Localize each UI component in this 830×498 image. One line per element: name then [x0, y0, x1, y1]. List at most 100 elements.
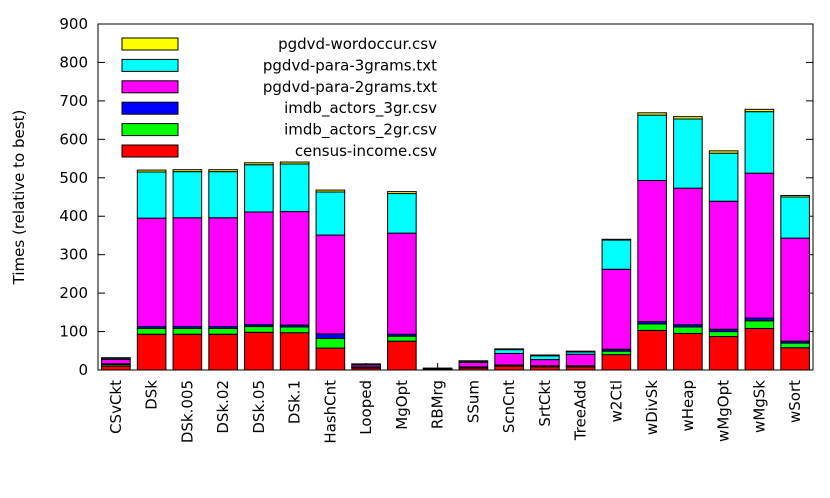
bar-segment: [244, 326, 274, 333]
bar-segment: [673, 116, 703, 120]
bar-segment: [744, 320, 775, 329]
bar-segment: [780, 342, 810, 349]
bar-segment: [244, 331, 274, 371]
legend-label: pgdvd-para-3grams.txt: [263, 56, 437, 74]
bar-segment: [744, 111, 775, 174]
bar-segment: [387, 232, 417, 335]
x-tick-label: DSk.05: [250, 380, 268, 434]
x-tick-label: SSum: [464, 380, 482, 423]
bar-segment: [780, 347, 810, 371]
bar-segment: [565, 350, 596, 353]
bar-segment: [673, 187, 703, 326]
bar-segment: [315, 189, 346, 193]
bar-segment: [601, 239, 632, 270]
x-tick-label: MgOpt: [393, 380, 411, 430]
bar-segment: [101, 365, 131, 371]
bar-segment: [279, 332, 310, 371]
x-tick-label: wDivSk: [643, 380, 661, 435]
y-tick-label: 500: [59, 169, 88, 187]
bar-segment: [744, 108, 775, 113]
bar-segment: [387, 191, 417, 195]
bar-segment: [315, 234, 346, 335]
legend-swatch: [121, 58, 179, 72]
x-tick-label: Looped: [357, 380, 375, 435]
legend-label: imdb_actors_3gr.csv: [284, 99, 437, 118]
bar-segment: [708, 331, 739, 338]
x-tick-label: wHeap: [679, 380, 697, 432]
x-tick-label: HashCnt: [321, 380, 339, 444]
bar-segment: [172, 333, 203, 371]
y-tick-label: 100: [59, 323, 88, 341]
x-tick-label: DSk.005: [178, 380, 196, 443]
bar-segment: [279, 326, 310, 334]
x-tick-label: SrtCkt: [536, 380, 554, 427]
bar-segment: [279, 163, 310, 213]
legend-swatch: [121, 144, 179, 158]
x-tick-label: wMgSk: [750, 380, 768, 433]
x-tick-label: wMgOpt: [715, 380, 733, 442]
x-tick-label: DSk.1: [286, 380, 304, 424]
x-tick-label: DSk: [143, 380, 161, 410]
x-tick-label: TreeAdd: [572, 380, 590, 441]
plot-frame: [97, 23, 814, 371]
bar-segment: [637, 179, 667, 323]
bar-segment: [708, 336, 739, 371]
y-tick-label: 900: [59, 15, 88, 33]
bar-segment: [279, 161, 310, 165]
y-tick-label: 800: [59, 53, 88, 71]
bar-segment: [494, 352, 524, 366]
bar-segment: [565, 353, 596, 367]
bar-segment: [136, 333, 167, 371]
bar-segment: [530, 355, 560, 361]
bar-segment: [708, 200, 739, 330]
bar-segment: [315, 337, 346, 349]
bar-segment: [208, 333, 238, 371]
x-tick-label: DSk.02: [214, 380, 232, 434]
legend-swatch: [121, 80, 179, 94]
bar-segment: [780, 196, 810, 239]
x-tick-label: RBMrg: [429, 380, 447, 429]
legend-label: census-income.csv: [295, 142, 437, 160]
bar-segment: [744, 172, 775, 319]
bar-segment: [279, 211, 310, 326]
bar-segment: [744, 327, 775, 371]
bar-segment: [172, 169, 203, 173]
bar-segment: [136, 171, 167, 219]
y-axis-title: Times (relative to best): [10, 110, 28, 286]
legend-label: imdb_actors_2gr.csv: [284, 121, 437, 140]
legend: pgdvd-wordoccur.csv pgdvd-para-3grams.txt…: [121, 35, 437, 160]
bar-segment: [387, 335, 417, 342]
legend-swatch: [121, 101, 179, 115]
x-tick-label: wSort: [786, 380, 804, 423]
bar-segment: [244, 211, 274, 326]
bar-segment: [208, 217, 238, 328]
bar-segment: [136, 217, 167, 328]
bar-segment: [172, 327, 203, 335]
bar-segment: [136, 327, 167, 335]
bar-segment: [208, 169, 238, 173]
bar-segment: [673, 332, 703, 371]
bars: [101, 108, 810, 371]
x-tick-labels: CSvCkt DSk DSk.005 DSk.02 DSk.05 DSk.1 HashCnt…: [107, 380, 804, 444]
y-tick-label: 600: [59, 130, 88, 148]
bar-segment: [637, 114, 667, 181]
x-tick-label: CSvCkt: [107, 380, 125, 434]
x-tick-label: w2Ctl: [607, 380, 625, 422]
bar-segment: [172, 171, 203, 219]
bar-segment: [387, 340, 417, 371]
bar-segment: [136, 169, 167, 173]
bar-segment: [494, 365, 524, 371]
bar-segment: [315, 347, 346, 371]
y-tick-label: 200: [59, 284, 88, 302]
bar-segment: [244, 162, 274, 166]
bar-segment: [637, 329, 667, 371]
y-tick-label: 700: [59, 92, 88, 110]
bar-segment: [172, 217, 203, 328]
legend-label: pgdvd-wordoccur.csv: [278, 35, 437, 53]
bar-segment: [101, 358, 131, 365]
legend-swatch: [121, 123, 179, 137]
bar-segment: [637, 112, 667, 116]
bar-segment: [315, 333, 346, 339]
bar-segment: [494, 348, 524, 351]
bar-segment: [601, 350, 632, 356]
